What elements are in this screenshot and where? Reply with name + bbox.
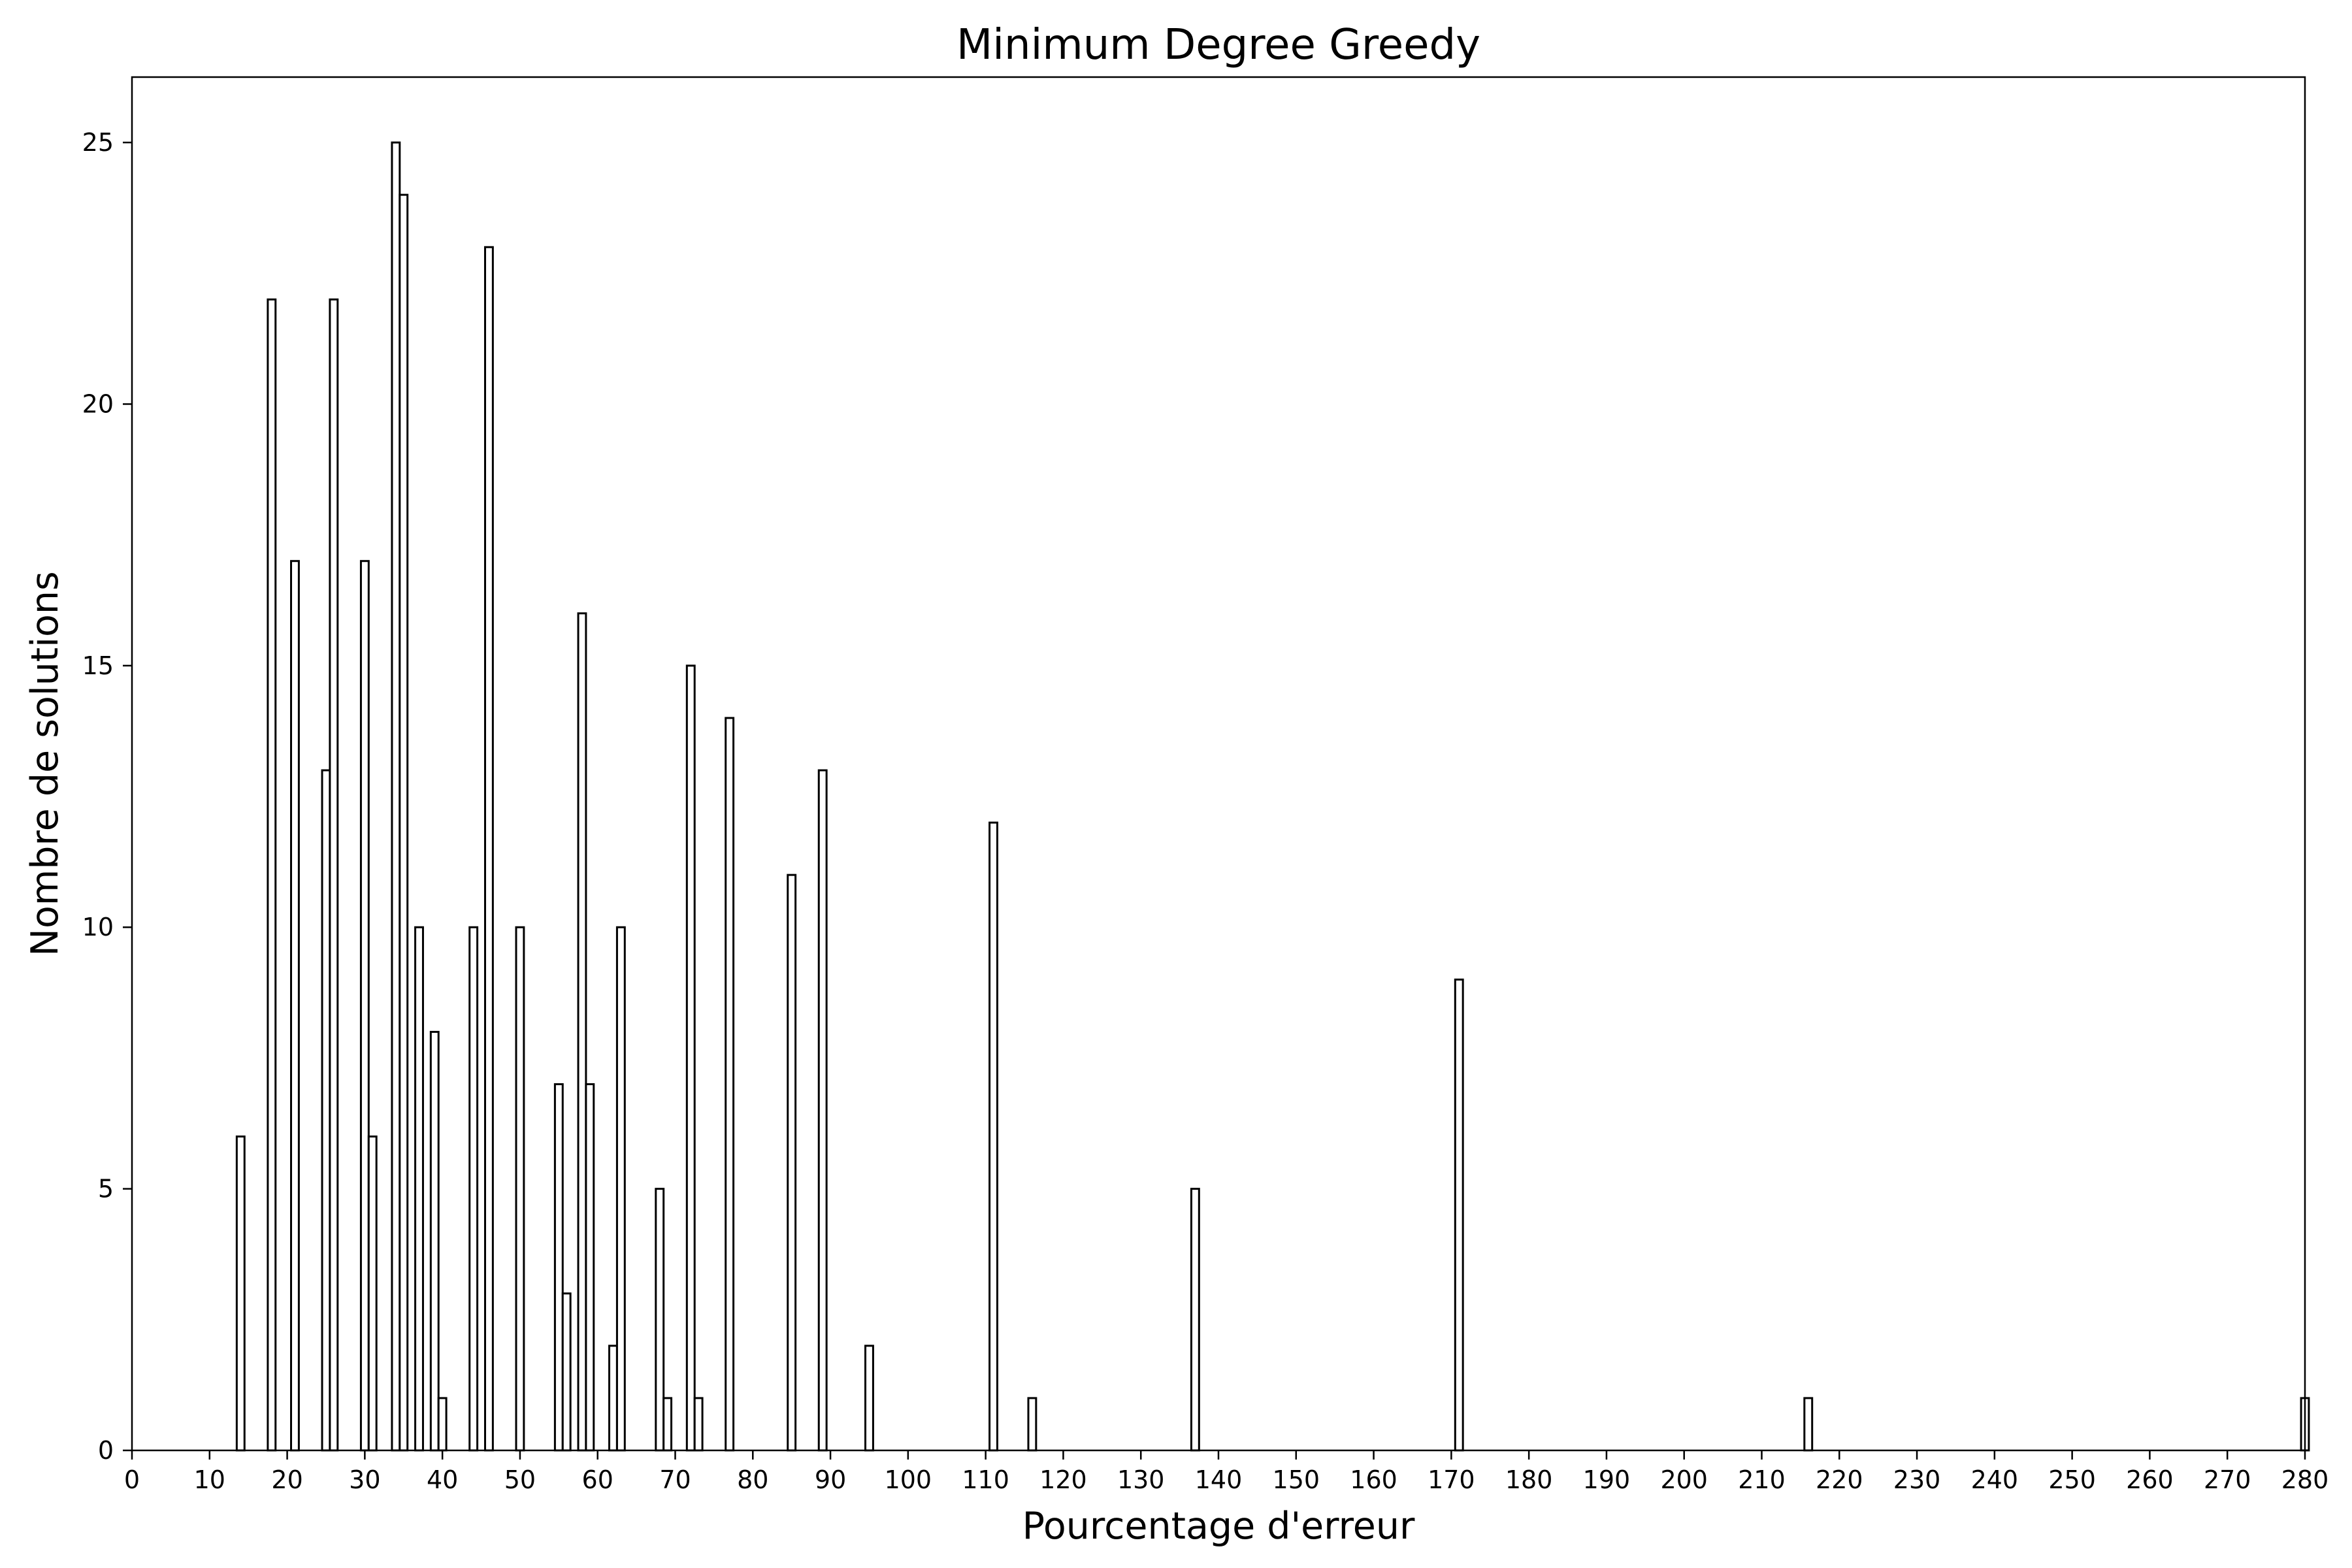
bar [367, 1135, 378, 1452]
chart-title: Minimum Degree Greedy [956, 21, 1480, 69]
bar [515, 926, 525, 1452]
bar [787, 874, 797, 1452]
x-tick-label: 260 [2126, 1465, 2174, 1494]
x-tick-label: 240 [1971, 1465, 2019, 1494]
bar [553, 1083, 564, 1452]
x-tick-label: 40 [427, 1465, 458, 1494]
bar [1027, 1397, 1037, 1452]
bar [483, 246, 494, 1452]
bar [329, 298, 339, 1452]
y-axis-label: Nombre de solutions [24, 571, 67, 956]
x-tick-label: 90 [815, 1465, 846, 1494]
x-tick-label: 270 [2204, 1465, 2251, 1494]
x-tick-label: 210 [1738, 1465, 1786, 1494]
x-tick-label: 100 [885, 1465, 932, 1494]
x-tick-label: 120 [1039, 1465, 1087, 1494]
y-tick-label: 15 [82, 651, 114, 680]
x-tick-label: 80 [737, 1465, 768, 1494]
y-tick-label: 10 [82, 913, 114, 941]
bar [267, 298, 277, 1452]
bar [1454, 978, 1464, 1452]
y-tick-label: 25 [82, 128, 114, 157]
bar [429, 1030, 440, 1452]
bar [359, 560, 370, 1452]
x-tick-label: 140 [1195, 1465, 1243, 1494]
bar [864, 1345, 874, 1452]
x-tick-label: 30 [349, 1465, 380, 1494]
bar [615, 926, 626, 1452]
y-axis-ticks: 0 5 10 15 20 25 [82, 128, 132, 1465]
bar [235, 1135, 246, 1452]
x-tick-label: 200 [1660, 1465, 1708, 1494]
bar [577, 612, 587, 1452]
bar [988, 821, 998, 1452]
x-tick-label: 50 [504, 1465, 536, 1494]
x-tick-label: 10 [194, 1465, 225, 1494]
x-tick-label: 230 [1893, 1465, 1941, 1494]
x-tick-label: 110 [962, 1465, 1009, 1494]
bar [585, 1083, 595, 1452]
x-tick-label: 20 [271, 1465, 302, 1494]
x-tick-label: 170 [1428, 1465, 1475, 1494]
bar [468, 926, 479, 1452]
bar [817, 769, 828, 1452]
x-tick-label: 160 [1350, 1465, 1397, 1494]
bar [1803, 1397, 1814, 1452]
x-tick-label: 180 [1505, 1465, 1553, 1494]
bar [391, 141, 401, 1452]
bar [321, 769, 331, 1452]
bars-group [235, 141, 2310, 1452]
bar [1190, 1188, 1200, 1452]
x-tick-label: 220 [1816, 1465, 1863, 1494]
y-tick-label: 5 [98, 1175, 114, 1203]
x-axis-ticks: 0 10 20 30 40 50 60 70 80 90 100 110 120 130 140 150 160… [124, 1450, 2328, 1494]
bar [399, 193, 409, 1452]
bar [561, 1292, 572, 1452]
bar [685, 664, 696, 1452]
y-tick-label: 0 [98, 1436, 114, 1465]
bar [693, 1397, 704, 1452]
x-tick-label: 150 [1273, 1465, 1320, 1494]
x-tick-label: 190 [1583, 1465, 1631, 1494]
bar [655, 1188, 665, 1452]
bar [662, 1397, 673, 1452]
x-tick-label: 70 [659, 1465, 691, 1494]
bar [725, 717, 735, 1452]
x-tick-label: 280 [2281, 1465, 2329, 1494]
bar [437, 1397, 448, 1452]
x-tick-label: 0 [124, 1465, 140, 1494]
bar [414, 926, 424, 1452]
x-tick-label: 250 [2048, 1465, 2096, 1494]
bar [608, 1345, 618, 1452]
x-tick-label: 60 [582, 1465, 613, 1494]
bar [290, 560, 300, 1452]
y-tick-label: 20 [82, 389, 114, 418]
x-tick-label: 130 [1117, 1465, 1165, 1494]
x-axis-label: Pourcentage d'erreur [1022, 1505, 1415, 1548]
